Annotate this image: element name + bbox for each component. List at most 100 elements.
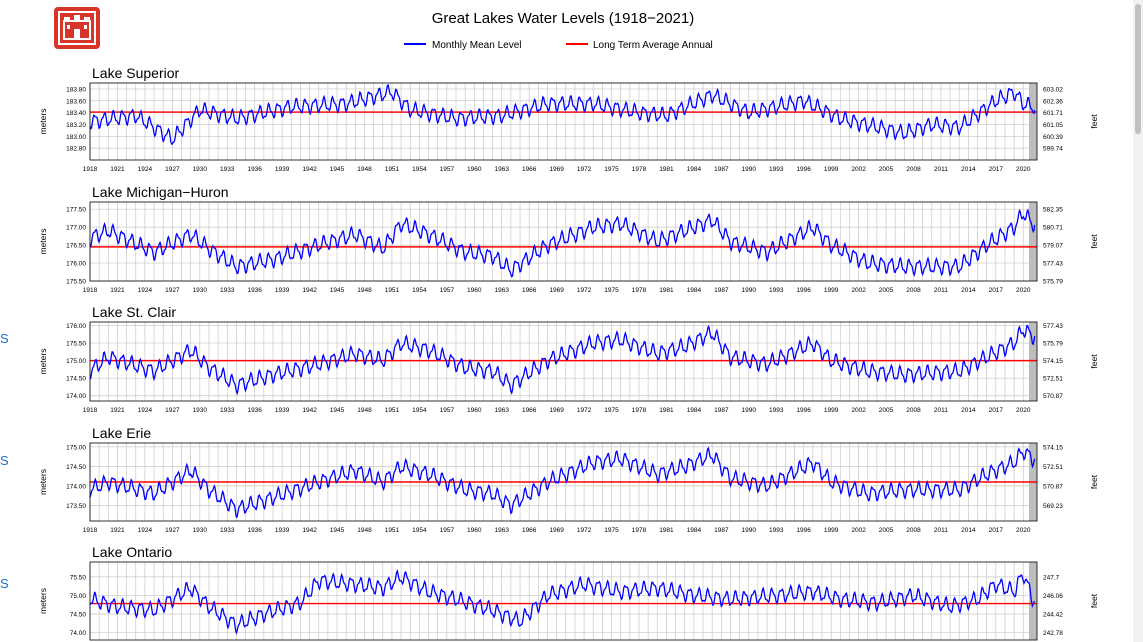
y-tick-label-right: 577.43 bbox=[1043, 323, 1063, 330]
x-tick-label: 1954 bbox=[412, 527, 427, 534]
x-tick-label: 1942 bbox=[302, 166, 317, 173]
x-tick-label: 1975 bbox=[604, 166, 619, 173]
edge-letter[interactable]: S bbox=[0, 331, 9, 346]
x-tick-label: 2005 bbox=[879, 527, 894, 534]
y-tick-label-right: 570.87 bbox=[1043, 483, 1063, 490]
x-tick-label: 1939 bbox=[275, 527, 290, 534]
y-tick-label-left: 176.50 bbox=[66, 243, 86, 250]
x-tick-label: 1945 bbox=[330, 287, 345, 294]
y-tick-label-left: 174.50 bbox=[66, 464, 86, 471]
y-tick-label-left: 75.00 bbox=[70, 593, 87, 600]
x-tick-label: 2005 bbox=[879, 287, 894, 294]
x-tick-label: 1921 bbox=[110, 166, 125, 173]
y-tick-label-left: 74.50 bbox=[70, 612, 87, 619]
x-tick-label: 1930 bbox=[193, 287, 208, 294]
y-axis-label-left: meters bbox=[38, 229, 48, 255]
plot-frame bbox=[89, 442, 1038, 522]
x-tick-label: 1939 bbox=[275, 166, 290, 173]
x-tick-label: 1924 bbox=[138, 166, 153, 173]
plot-frame bbox=[89, 201, 1038, 282]
scrollbar-thumb[interactable] bbox=[1135, 4, 1141, 134]
y-tick-label-right: 600.39 bbox=[1043, 134, 1063, 141]
y-tick-label-left: 175.00 bbox=[66, 444, 86, 451]
x-tick-label: 1939 bbox=[275, 287, 290, 294]
x-tick-label: 2017 bbox=[989, 166, 1004, 173]
lake-panel: Lake Erie 175.00 574.15 174.50 572.51 174.00 5… bbox=[38, 425, 1099, 534]
y-tick-label-right: 572.51 bbox=[1043, 464, 1063, 471]
x-tick-label: 1921 bbox=[110, 527, 125, 534]
x-tick-label: 1984 bbox=[687, 407, 702, 414]
edge-letter[interactable]: S bbox=[0, 453, 9, 468]
x-tick-label: 1987 bbox=[714, 527, 729, 534]
x-tick-label: 1960 bbox=[467, 407, 482, 414]
y-tick-label-right: 572.51 bbox=[1043, 376, 1063, 383]
y-axis-label-left: meters bbox=[38, 588, 48, 614]
x-tick-label: 1993 bbox=[769, 527, 784, 534]
x-tick-label: 1996 bbox=[796, 287, 811, 294]
x-tick-label: 2014 bbox=[961, 407, 976, 414]
page-scrollbar[interactable] bbox=[1133, 0, 1143, 642]
x-tick-label: 1948 bbox=[357, 166, 372, 173]
corps-logo bbox=[54, 7, 100, 49]
x-tick-label: 1945 bbox=[330, 527, 345, 534]
x-tick-label: 1993 bbox=[769, 407, 784, 414]
x-tick-label: 1927 bbox=[165, 287, 180, 294]
y-tick-label-left: 174.00 bbox=[66, 393, 86, 400]
y-axis-label-right: feet bbox=[1089, 354, 1099, 369]
x-tick-label: 1936 bbox=[247, 527, 262, 534]
x-tick-label: 1981 bbox=[659, 527, 674, 534]
x-tick-label: 1951 bbox=[385, 166, 400, 173]
x-tick-label: 1981 bbox=[659, 287, 674, 294]
y-tick-label-right: 582.35 bbox=[1043, 207, 1063, 214]
x-tick-label: 1930 bbox=[193, 166, 208, 173]
x-tick-label: 1948 bbox=[357, 407, 372, 414]
plot-area bbox=[90, 562, 1037, 640]
x-tick-label: 1963 bbox=[495, 527, 510, 534]
x-tick-label: 1978 bbox=[632, 407, 647, 414]
x-tick-label: 1972 bbox=[577, 166, 592, 173]
monthly-level-line bbox=[89, 446, 1036, 519]
x-tick-label: 1987 bbox=[714, 407, 729, 414]
x-tick-label: 1966 bbox=[522, 407, 537, 414]
plot-area bbox=[90, 322, 1037, 401]
x-tick-label: 2008 bbox=[906, 407, 921, 414]
x-tick-label: 1996 bbox=[796, 407, 811, 414]
x-tick-label: 1951 bbox=[385, 287, 400, 294]
x-tick-label: 1963 bbox=[495, 407, 510, 414]
x-tick-label: 1957 bbox=[440, 407, 455, 414]
x-tick-label: 1957 bbox=[440, 527, 455, 534]
x-tick-label: 1957 bbox=[440, 287, 455, 294]
x-tick-label: 2011 bbox=[934, 287, 948, 294]
x-tick-label: 1975 bbox=[604, 407, 619, 414]
y-axis-label-right: feet bbox=[1089, 474, 1099, 489]
y-tick-label-left: 174.50 bbox=[66, 376, 86, 383]
x-tick-label: 1924 bbox=[138, 407, 153, 414]
y-tick-label-right: 574.15 bbox=[1043, 444, 1063, 451]
y-axis-label-right: feet bbox=[1089, 234, 1099, 249]
x-tick-label: 1933 bbox=[220, 287, 235, 294]
lake-panel: Lake St. Clair 176.00 577.43 175.50 575.79 17… bbox=[38, 304, 1099, 414]
y-tick-label-left: 182.80 bbox=[66, 146, 86, 153]
plot-frame bbox=[89, 561, 1038, 641]
edge-letter[interactable]: S bbox=[0, 576, 9, 591]
x-tick-label: 1966 bbox=[522, 527, 537, 534]
monthly-level-line bbox=[89, 208, 1036, 278]
x-tick-label: 2008 bbox=[906, 166, 921, 173]
y-tick-label-right: 575.79 bbox=[1043, 341, 1063, 348]
x-tick-label: 1936 bbox=[247, 287, 262, 294]
x-tick-label: 1957 bbox=[440, 166, 455, 173]
x-tick-label: 1930 bbox=[193, 407, 208, 414]
monthly-level-line bbox=[89, 324, 1036, 396]
castle-icon bbox=[58, 11, 96, 45]
y-tick-label-right: 579.07 bbox=[1043, 243, 1063, 250]
x-tick-label: 1996 bbox=[796, 166, 811, 173]
x-tick-label: 1969 bbox=[549, 166, 564, 173]
panel-title: Lake Superior bbox=[92, 65, 180, 81]
chart-title: Great Lakes Water Levels (1918−2021) bbox=[432, 10, 695, 27]
x-tick-label: 1918 bbox=[83, 166, 98, 173]
x-tick-label: 1981 bbox=[659, 407, 674, 414]
x-tick-label: 1972 bbox=[577, 287, 592, 294]
x-tick-label: 2011 bbox=[934, 407, 948, 414]
y-axis-label-left: meters bbox=[38, 469, 48, 495]
x-tick-label: 1921 bbox=[110, 287, 125, 294]
